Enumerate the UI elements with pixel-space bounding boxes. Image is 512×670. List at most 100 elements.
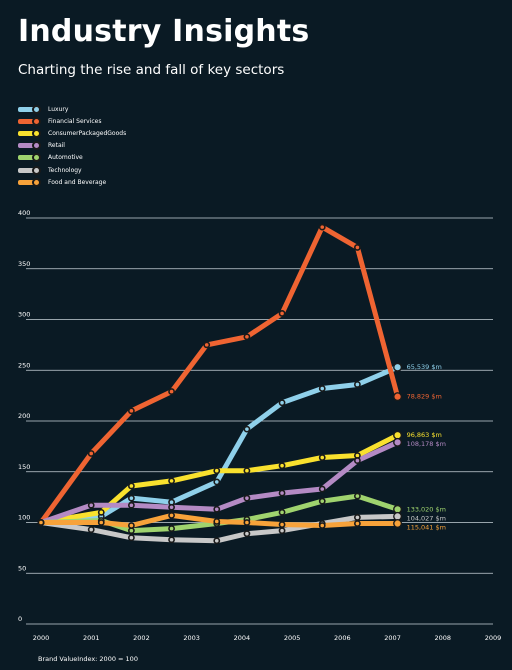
series-point [168,477,175,485]
series-point [278,521,286,528]
series-point [168,525,175,532]
series-line-3 [38,439,401,525]
x-tick-label: 2005 [284,634,301,642]
series-end-label-4: 133,020 $m [407,505,446,513]
series-line-2 [38,432,401,525]
series-point [393,362,403,372]
series-line-1 [38,224,401,525]
series-point [127,522,135,529]
y-tick-label: 150 [18,463,30,471]
x-tick-label: 2000 [33,634,50,642]
series-point [278,399,286,407]
series-point [168,536,175,544]
series-end-label-5: 104,027 $m [407,514,446,522]
y-tick-label: 200 [18,412,30,420]
series-point [97,519,105,526]
series-point [87,501,95,509]
y-tick-label: 50 [18,564,26,572]
y-tick-label: 300 [18,311,30,319]
legend-swatch [18,141,41,151]
series-point [243,494,251,502]
series-point [243,467,251,475]
legend-swatch [18,104,41,114]
legend-entry: Retail [18,140,126,152]
legend-entry: Food and Beverage [18,176,126,188]
series-point [278,489,286,497]
chart-legend: Luxury Financial Services ConsumerPackaged… [18,103,126,188]
series-point [278,310,286,317]
series-point [127,407,135,415]
series-point [278,527,286,535]
series-point [37,519,45,526]
series-point [168,388,175,395]
series-point [318,454,326,461]
series-point [318,385,326,392]
series-point [127,494,135,502]
series-point [243,519,251,526]
series-point [243,333,251,341]
series-point [127,501,135,509]
series-point [127,482,135,490]
legend-entry: Technology [18,164,126,176]
series-point [353,514,361,521]
y-tick-label: 100 [18,514,30,522]
series-point [127,534,135,542]
y-tick-label: 0 [18,615,22,623]
series-end-label-0: 65,539 $m [407,363,442,371]
x-tick-label: 2007 [384,634,401,642]
series-point [168,511,175,519]
legend-label: Financial Services [48,117,102,125]
legend-swatch [18,116,41,126]
legend-label: Food and Beverage [48,178,107,186]
series-point [168,503,175,511]
series-point [243,425,251,433]
series-point [278,508,286,516]
series-point [213,467,221,475]
series-point [353,244,361,251]
series-point [87,450,95,457]
x-tick-label: 2004 [234,634,251,642]
series-end-label-2: 96,863 $m [407,431,442,439]
legend-entry: Financial Services [18,115,126,127]
series-end-label-6: 115,041 $m [407,523,446,531]
series-point [318,522,326,529]
legend-swatch [18,128,41,138]
series-end-label-1: 78,829 $m [407,393,442,401]
legend-swatch [18,165,41,175]
series-point [213,505,221,513]
series-point [243,530,251,538]
series-point [393,519,403,529]
legend-entry: Automotive [18,152,126,164]
legend-label: Luxury [48,105,69,113]
legend-label: Technology [48,166,82,174]
series-point [353,381,361,388]
series-line-6 [38,512,401,528]
legend-swatch [18,153,41,163]
x-tick-label: 2006 [334,634,351,642]
y-tick-label: 400 [18,209,30,217]
page-title: Industry Insights [18,14,310,49]
series-point [318,485,326,493]
series-point [213,478,221,486]
series-point [97,508,105,516]
series-point [393,392,403,402]
series-point [318,223,326,231]
x-tick-label: 2001 [83,634,100,642]
series-point [87,526,95,534]
x-tick-label: 2002 [133,634,150,642]
legend-entry: Luxury [18,103,126,115]
series-point [318,497,326,505]
series-point [203,341,211,349]
x-tick-label: 2009 [485,634,502,642]
x-tick-label: 2003 [183,634,200,642]
series-point [353,457,361,464]
legend-label: Automotive [48,154,83,162]
y-tick-label: 350 [18,260,30,268]
x-tick-label: 2008 [435,634,452,642]
series-point [393,437,403,447]
y-tick-label: 250 [18,361,30,369]
page-subtitle: Charting the rise and fall of key sector… [18,62,285,78]
legend-label: Retail [48,142,65,150]
series-point [353,520,361,527]
